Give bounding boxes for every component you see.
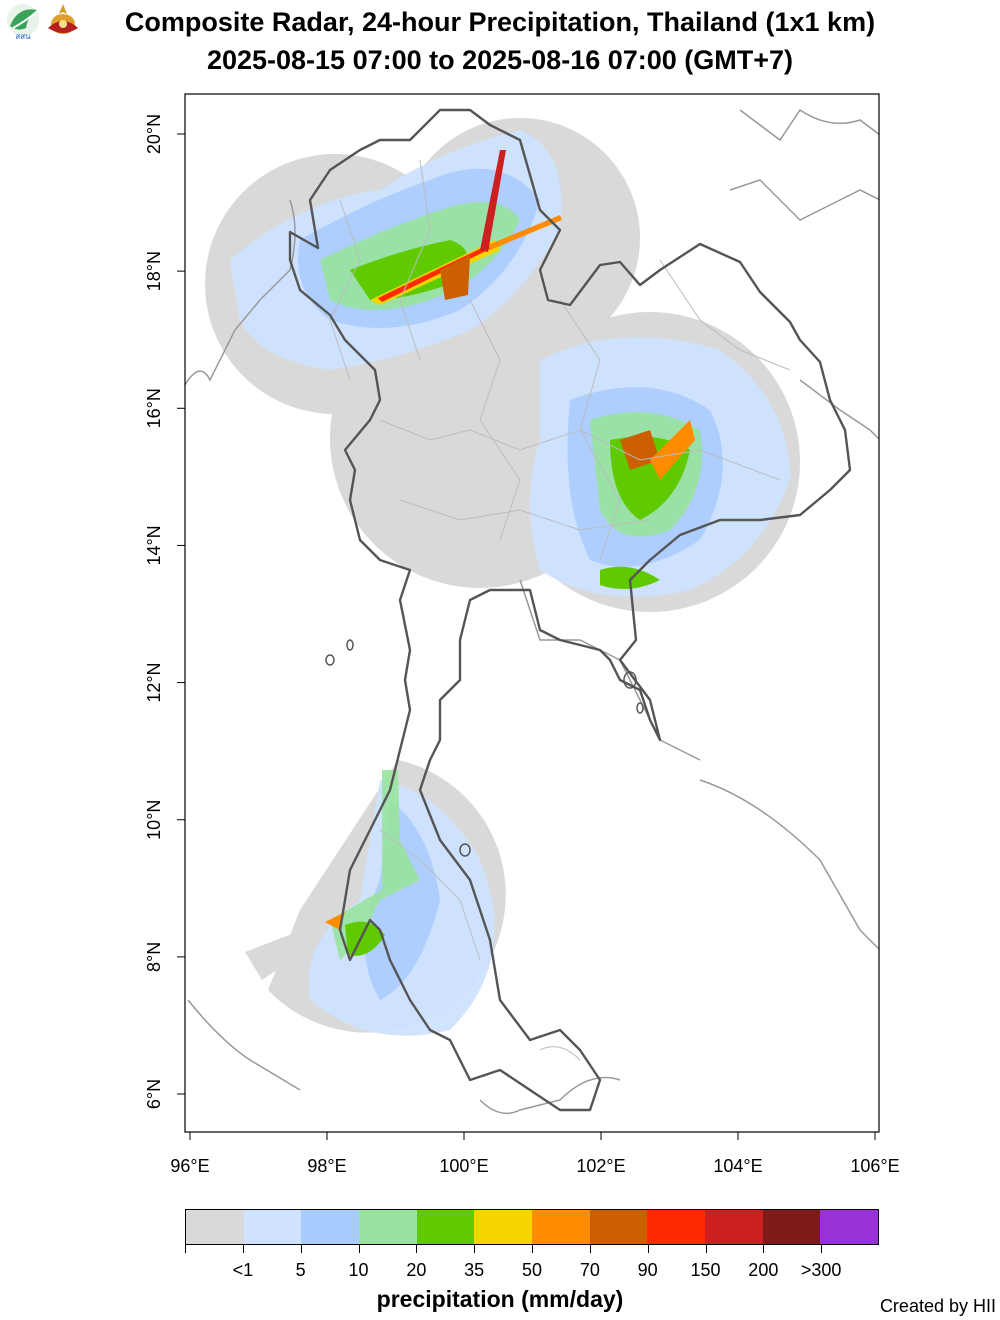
colorbar-tick (474, 1245, 476, 1253)
lat-tick-label: 18°N (144, 251, 164, 291)
colorbar-swatch (705, 1210, 763, 1244)
colorbar-swatch (301, 1210, 360, 1244)
colorbar-tick (705, 1245, 707, 1253)
lat-tick-label: 14°N (144, 525, 164, 565)
colorbar-label: <1 (232, 1260, 254, 1280)
thailand-border (288, 108, 852, 1112)
lat-tick-label: 6°N (144, 1079, 164, 1109)
royal-emblem-logo (48, 4, 78, 34)
lat-tick-label: 20°N (144, 114, 164, 154)
colorbar-label: 70 (579, 1260, 600, 1280)
colorbar-swatch (416, 1210, 475, 1244)
colorbar-tick (185, 1245, 186, 1253)
colorbar-tick (300, 1245, 302, 1253)
colorbar-swatch (532, 1210, 590, 1244)
lat-tick-label: 12°N (144, 662, 164, 702)
colorbar-label: 50 (521, 1260, 543, 1280)
chart-title: Composite Radar, 24-hour Precipitation, … (124, 7, 876, 37)
lon-tick-label: 96°E (170, 1156, 209, 1176)
hii-logo: สสน (7, 4, 39, 41)
colorbar-swatch (647, 1210, 706, 1244)
colorbar-label: 20 (406, 1260, 427, 1280)
axis-ticks: 96°E 98°E 100°E 102°E 104°E 106°E 6°N 8°N 10°N 12… (144, 114, 900, 1176)
colorbar-label: 200 (748, 1260, 779, 1280)
colorbar-swatch (589, 1210, 648, 1244)
colorbar-swatch (186, 1210, 244, 1244)
colorbar-label: >300 (800, 1260, 842, 1280)
colorbar-tick (589, 1245, 591, 1253)
colorbar-tick (358, 1245, 360, 1253)
colorbar-label: 150 (690, 1260, 721, 1280)
credit-text: Created by HII (879, 1296, 996, 1316)
colorbar-title: precipitation (mm/day) (376, 1286, 624, 1312)
colorbar-label: 5 (295, 1260, 306, 1280)
colorbar-tick (242, 1245, 244, 1253)
colorbar-label: 35 (464, 1260, 485, 1280)
colorbar-swatch (359, 1210, 417, 1244)
islands (325, 639, 644, 857)
intense-rain-streaks (325, 150, 695, 930)
lat-tick-label: 8°N (144, 942, 164, 972)
lon-tick-label: 104°E (713, 1156, 762, 1176)
colorbar-tick (647, 1245, 649, 1253)
colorbar-swatch (762, 1210, 821, 1244)
lat-tick-label: 10°N (144, 800, 164, 840)
lon-tick-label: 106°E (850, 1156, 899, 1176)
colorbar-swatch (820, 1210, 879, 1244)
chart-subtitle: 2025-08-15 07:00 to 2025-08-16 07:00 (GM… (206, 45, 794, 75)
colorbar-swatch (474, 1210, 533, 1244)
logo-text: สสน (15, 32, 31, 41)
radar-map: 96°E 98°E 100°E 102°E 104°E 106°E 6°N 8°N 10°N 12… (144, 93, 900, 1176)
colorbar-tick (532, 1245, 533, 1253)
lon-tick-label: 100°E (439, 1156, 488, 1176)
map-frame (184, 93, 880, 1133)
colorbar-tick (416, 1245, 418, 1253)
colorbar (185, 1209, 879, 1245)
province-boundaries (329, 159, 791, 1061)
colorbar-tick (821, 1245, 823, 1253)
colorbar-label: 90 (637, 1260, 658, 1280)
lat-tick-label: 16°N (144, 388, 164, 428)
lon-tick-label: 102°E (576, 1156, 625, 1176)
colorbar-tick (763, 1245, 765, 1253)
colorbar-label: 10 (348, 1260, 369, 1280)
lon-tick-label: 98°E (307, 1156, 346, 1176)
colorbar-swatch (243, 1210, 302, 1244)
